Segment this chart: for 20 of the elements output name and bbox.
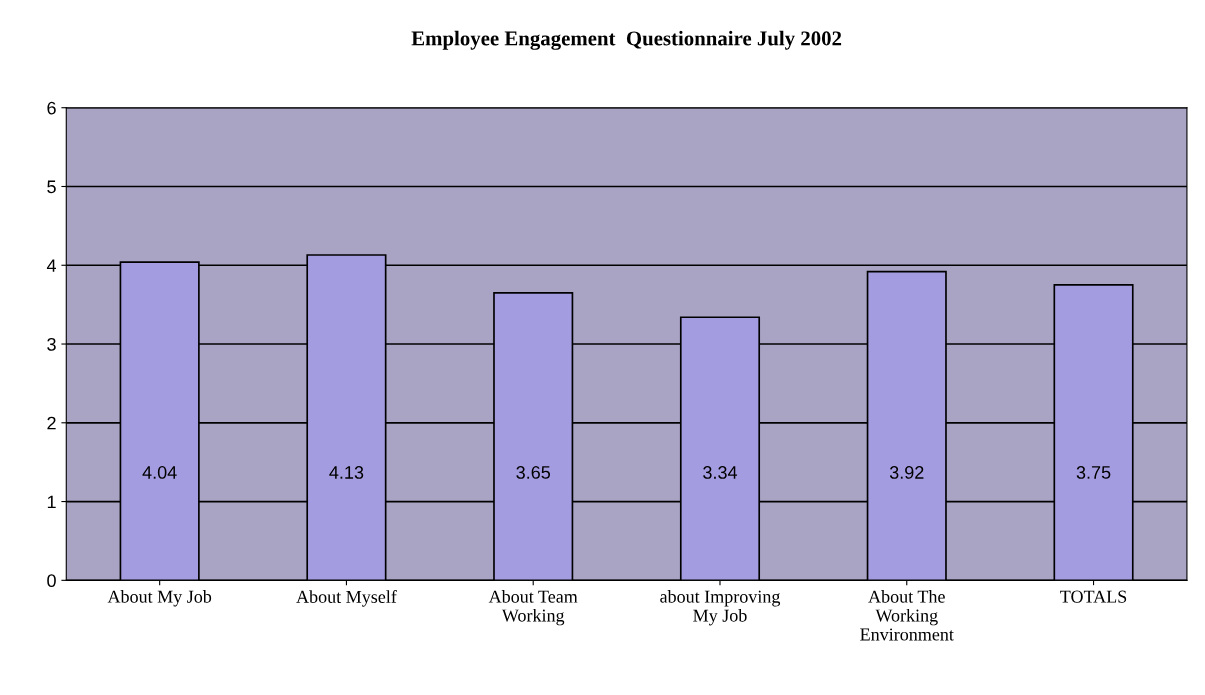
- data-label: 3.65: [516, 466, 551, 479]
- y-tick-label: 3: [47, 337, 56, 351]
- data-label: 3.92: [889, 466, 924, 479]
- x-tick-label: About Team Working: [488, 590, 578, 626]
- y-tick-label: 0: [47, 574, 56, 588]
- data-label: 3.34: [703, 466, 738, 479]
- x-tick-label: TOTALS: [1060, 590, 1127, 603]
- data-label: 3.75: [1076, 466, 1111, 479]
- y-tick-label: 1: [47, 495, 56, 509]
- y-tick-label: 2: [47, 416, 56, 430]
- y-tick-label: 4: [46, 259, 57, 272]
- x-tick-label: About My Job: [107, 590, 212, 607]
- chart-title: Employee Engagement Questionnaire July 2002: [411, 30, 842, 50]
- data-label: 4.04: [142, 466, 177, 479]
- y-tick-label: 6: [47, 101, 56, 115]
- data-label: 4.13: [329, 466, 364, 479]
- x-tick-label: About The Working Environment: [860, 590, 954, 641]
- x-tick-label: about Improving My Job: [660, 590, 781, 626]
- x-tick-label: About Myself: [296, 590, 397, 607]
- y-tick-label: 5: [47, 180, 56, 194]
